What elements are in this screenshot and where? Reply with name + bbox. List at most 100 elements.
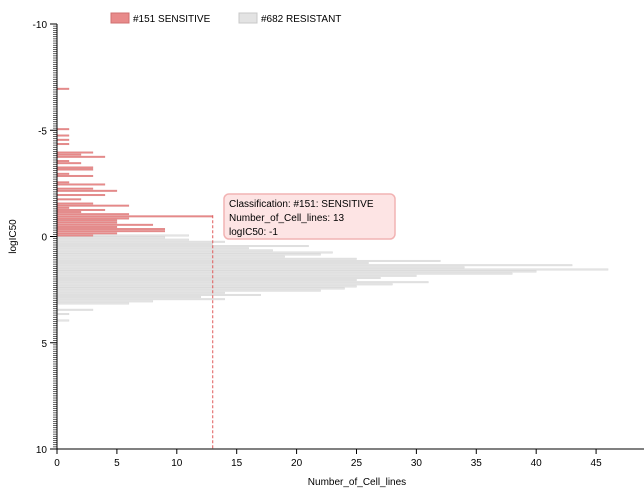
bar-sensitive xyxy=(56,166,94,169)
y-tick-label: -5 xyxy=(38,126,47,137)
bar-resistant xyxy=(56,240,225,243)
x-axis-label: Number_of_Cell_lines xyxy=(308,477,406,488)
bar-resistant xyxy=(56,245,309,248)
bar-sensitive xyxy=(56,204,130,207)
bar-resistant xyxy=(56,296,201,299)
bar-resistant xyxy=(56,274,417,277)
bar-resistant xyxy=(56,268,609,271)
bar-resistant xyxy=(56,259,441,262)
bar-sensitive xyxy=(56,202,94,205)
bar-sensitive xyxy=(56,87,70,90)
tooltip-logic50: logIC50: -1 xyxy=(229,227,278,238)
bar-sensitive xyxy=(56,151,94,154)
bar-sensitive xyxy=(56,211,82,214)
x-tick-label: 25 xyxy=(351,458,363,469)
bar-resistant xyxy=(56,257,357,260)
tooltip-count: Number_of_Cell_lines: 13 xyxy=(229,213,345,224)
legend-swatch-resistant xyxy=(238,12,258,24)
bar-resistant xyxy=(56,281,429,284)
bar-resistant xyxy=(56,272,513,275)
x-tick-label: 30 xyxy=(411,458,423,469)
bar-sensitive xyxy=(56,230,166,233)
bar-resistant xyxy=(56,289,321,292)
bar-resistant xyxy=(56,238,189,241)
legend-label-resistant: #682 RESISTANT xyxy=(261,14,341,25)
bar-sensitive xyxy=(56,183,106,186)
bar-sensitive xyxy=(56,155,106,158)
x-tick-label: 40 xyxy=(531,458,543,469)
bar-resistant xyxy=(56,319,70,322)
bar-sensitive xyxy=(56,172,70,175)
bar-sensitive xyxy=(56,194,106,197)
bar-sensitive xyxy=(56,228,166,231)
y-tick-label: 0 xyxy=(41,233,47,244)
y-axis-label: logIC50 xyxy=(8,219,19,254)
bar-sensitive xyxy=(56,181,70,184)
bar-resistant xyxy=(56,298,225,301)
tooltip-box xyxy=(223,193,396,240)
bar-sensitive xyxy=(56,143,70,146)
bar-sensitive xyxy=(56,162,82,165)
y-tick-label: 10 xyxy=(36,445,48,456)
bar-sensitive xyxy=(56,153,82,156)
x-tick-label: 0 xyxy=(54,458,60,469)
bar-resistant xyxy=(56,276,381,279)
bar-sensitive xyxy=(56,174,94,177)
x-axis-ticks: 0 5 10 15 20 25 30 35 40 45 xyxy=(54,449,602,469)
bar-sensitive xyxy=(56,168,94,171)
legend: #151 SENSITIVE #682 RESISTANT xyxy=(110,12,341,25)
bar-sensitive xyxy=(56,128,70,131)
y-axis-minor-ticks xyxy=(53,23,57,450)
bar-resistant xyxy=(56,264,573,267)
x-tick-label: 35 xyxy=(471,458,483,469)
y-axis-ticks: -10 -5 0 5 10 xyxy=(33,20,57,456)
x-tick-label: 15 xyxy=(231,458,243,469)
bar-sensitive xyxy=(56,221,118,224)
bar-sensitive xyxy=(56,206,70,209)
bar-resistant xyxy=(56,283,393,286)
bar-resistant xyxy=(56,287,345,290)
bar-sensitive xyxy=(56,232,118,235)
bar-sensitive xyxy=(56,187,94,190)
axes: -10 -5 0 5 10 0 5 10 15 20 25 30 35 40 45 logIC50 Num… xyxy=(8,20,644,488)
bar-resistant xyxy=(56,313,70,316)
y-tick-label: 5 xyxy=(41,339,47,350)
bar-resistant xyxy=(56,251,333,254)
bar-resistant xyxy=(56,291,225,294)
bar-sensitive xyxy=(56,134,70,137)
bar-resistant xyxy=(56,285,357,288)
bar-sensitive xyxy=(56,225,118,228)
bar-sensitive xyxy=(56,160,70,163)
x-tick-label: 5 xyxy=(114,458,120,469)
bar-sensitive xyxy=(56,213,130,216)
bar-resistant xyxy=(56,270,537,273)
legend-swatch-sensitive xyxy=(110,12,130,24)
bar-resistant xyxy=(56,308,94,311)
bar-sensitive xyxy=(56,198,82,201)
x-tick-label: 10 xyxy=(171,458,183,469)
bar-resistant xyxy=(56,249,273,252)
y-tick-label: -10 xyxy=(33,20,48,31)
tooltip: Classification: #151: SENSITIVE Number_o… xyxy=(223,193,396,240)
bar-sensitive xyxy=(56,215,213,218)
bar-resistant xyxy=(56,247,249,250)
bar-resistant xyxy=(56,253,321,256)
bar-resistant xyxy=(56,300,154,303)
bar-resistant xyxy=(56,279,357,282)
bar-resistant xyxy=(56,242,213,245)
bar-sensitive xyxy=(56,189,118,192)
x-tick-label: 45 xyxy=(591,458,603,469)
bar-resistant xyxy=(56,236,166,239)
bar-resistant xyxy=(56,255,285,258)
bar-resistant xyxy=(56,302,130,305)
tooltip-classification: Classification: #151: SENSITIVE xyxy=(229,199,374,210)
bar-sensitive xyxy=(56,138,70,141)
bar-sensitive xyxy=(56,223,154,226)
bar-sensitive xyxy=(56,217,130,220)
bar-resistant xyxy=(56,266,465,269)
bar-sensitive xyxy=(56,208,106,211)
bar-sensitive xyxy=(56,234,94,237)
highlight-layer: Classification: #151: SENSITIVE Number_o… xyxy=(212,193,396,449)
bar-sensitive xyxy=(56,219,118,222)
